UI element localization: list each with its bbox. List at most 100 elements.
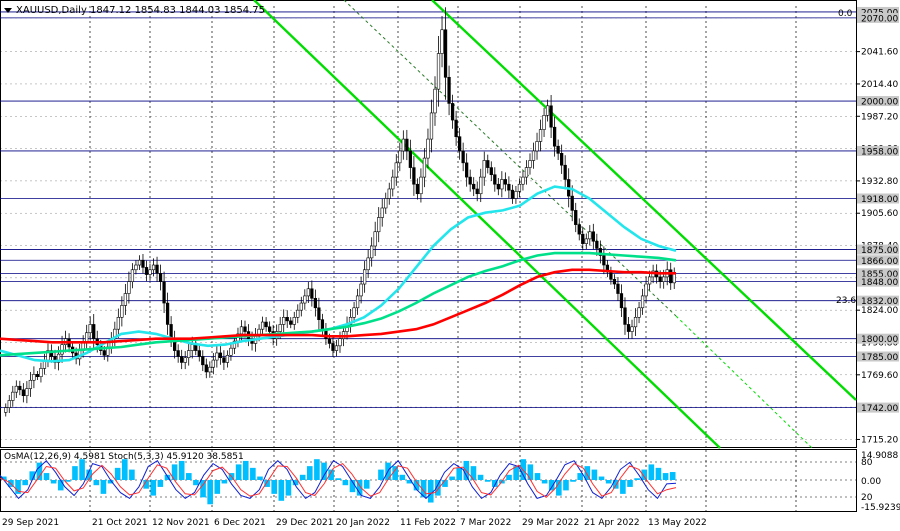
candle-up xyxy=(190,344,194,351)
level-tag xyxy=(857,255,899,266)
top-right-value: 0.0 xyxy=(838,9,853,19)
candle-up xyxy=(299,302,303,311)
y-tick-label: 1769.60 xyxy=(861,371,898,381)
level-tag-label: 1832.00 xyxy=(861,297,898,307)
candle xyxy=(570,185,574,222)
candle xyxy=(106,340,110,362)
y-tick-label: 1905.60 xyxy=(861,209,898,219)
candle-down xyxy=(197,350,201,357)
channel-line-upper xyxy=(431,0,857,401)
candle-down xyxy=(465,162,469,178)
candle xyxy=(447,65,451,116)
level-tag xyxy=(857,193,899,204)
candle xyxy=(630,319,634,339)
candle-down xyxy=(602,255,606,266)
level-tag xyxy=(857,12,899,23)
candle xyxy=(355,288,360,315)
candle xyxy=(560,144,564,174)
candle xyxy=(165,292,170,335)
candle xyxy=(394,154,398,186)
horizontal-levels xyxy=(0,11,856,409)
candle xyxy=(433,76,437,126)
osma-bar xyxy=(121,459,128,480)
candle xyxy=(39,362,43,383)
candle-up xyxy=(366,257,370,271)
candle xyxy=(517,178,522,198)
candle-down xyxy=(598,248,602,256)
candle-down xyxy=(176,350,180,357)
candle xyxy=(11,385,15,407)
candle-down xyxy=(510,189,515,199)
candle-up xyxy=(398,150,402,164)
candle xyxy=(134,260,138,275)
candle-down xyxy=(155,264,159,274)
candle-down xyxy=(472,183,476,190)
candle xyxy=(310,280,314,307)
candle xyxy=(148,263,152,281)
chart-grid xyxy=(0,0,857,512)
osma-bar xyxy=(314,459,320,480)
osma-bar xyxy=(413,480,420,491)
candle-down xyxy=(475,188,479,195)
candle xyxy=(503,172,507,192)
level-tag-label: 1742.00 xyxy=(861,404,898,414)
indicator-header: OsMA(12,26,9) 4.5981 Stoch(5,3,3) 45.912… xyxy=(4,452,244,462)
triangle-down-icon[interactable] xyxy=(4,8,12,13)
candle-down xyxy=(18,385,22,391)
candle-down xyxy=(102,350,106,356)
osma-bar xyxy=(484,480,491,482)
stoch-main-line xyxy=(0,459,677,500)
candle xyxy=(387,182,391,205)
candle-up xyxy=(338,338,342,347)
candle-down xyxy=(144,267,149,275)
candle-down xyxy=(496,183,500,190)
osma-bar xyxy=(214,480,221,494)
candle-up xyxy=(380,207,384,218)
level-tag xyxy=(857,244,899,255)
level-tag-label: 1875.00 xyxy=(861,246,898,256)
candle xyxy=(25,381,29,404)
osma-bar xyxy=(200,480,206,498)
candle-up xyxy=(644,283,648,297)
candle-up xyxy=(211,359,215,368)
candle xyxy=(588,225,592,246)
candle-down xyxy=(267,326,272,332)
level-tag xyxy=(857,333,899,344)
osma-bar xyxy=(420,480,427,498)
osma-bar xyxy=(257,476,263,480)
candle-down xyxy=(158,273,163,282)
candle xyxy=(85,324,89,351)
osma-bar xyxy=(349,480,356,493)
candle-down xyxy=(412,167,416,185)
candle-up xyxy=(500,179,504,190)
osma-bar xyxy=(598,476,605,480)
candle xyxy=(176,344,180,363)
osma-bar xyxy=(278,480,285,501)
candle xyxy=(626,316,631,340)
candle-down xyxy=(493,174,497,185)
osma-bar xyxy=(193,480,199,486)
candle-up xyxy=(647,276,652,285)
candle-up xyxy=(521,176,525,185)
candle-up xyxy=(187,350,191,358)
osma-bar xyxy=(50,480,57,484)
candle xyxy=(127,271,131,304)
candle xyxy=(370,237,374,267)
y-tick-label: 2014.40 xyxy=(861,80,898,90)
osma-bar xyxy=(306,466,313,480)
candle-down xyxy=(165,302,170,325)
osma-bar xyxy=(15,480,21,494)
osma-bar xyxy=(29,471,36,480)
candle-up xyxy=(535,141,539,152)
candle xyxy=(88,316,92,341)
time-axis: 29 Sep 2021 21 Oct 2021 12 Nov 2021 6 Dec 2… xyxy=(2,518,707,528)
candle xyxy=(514,185,518,204)
candle-down xyxy=(310,288,314,299)
candle-up xyxy=(292,317,296,325)
candle xyxy=(229,342,233,361)
osma-bar xyxy=(620,480,626,494)
candle-down xyxy=(619,293,624,309)
level-tag-label: 1866.00 xyxy=(861,257,898,267)
